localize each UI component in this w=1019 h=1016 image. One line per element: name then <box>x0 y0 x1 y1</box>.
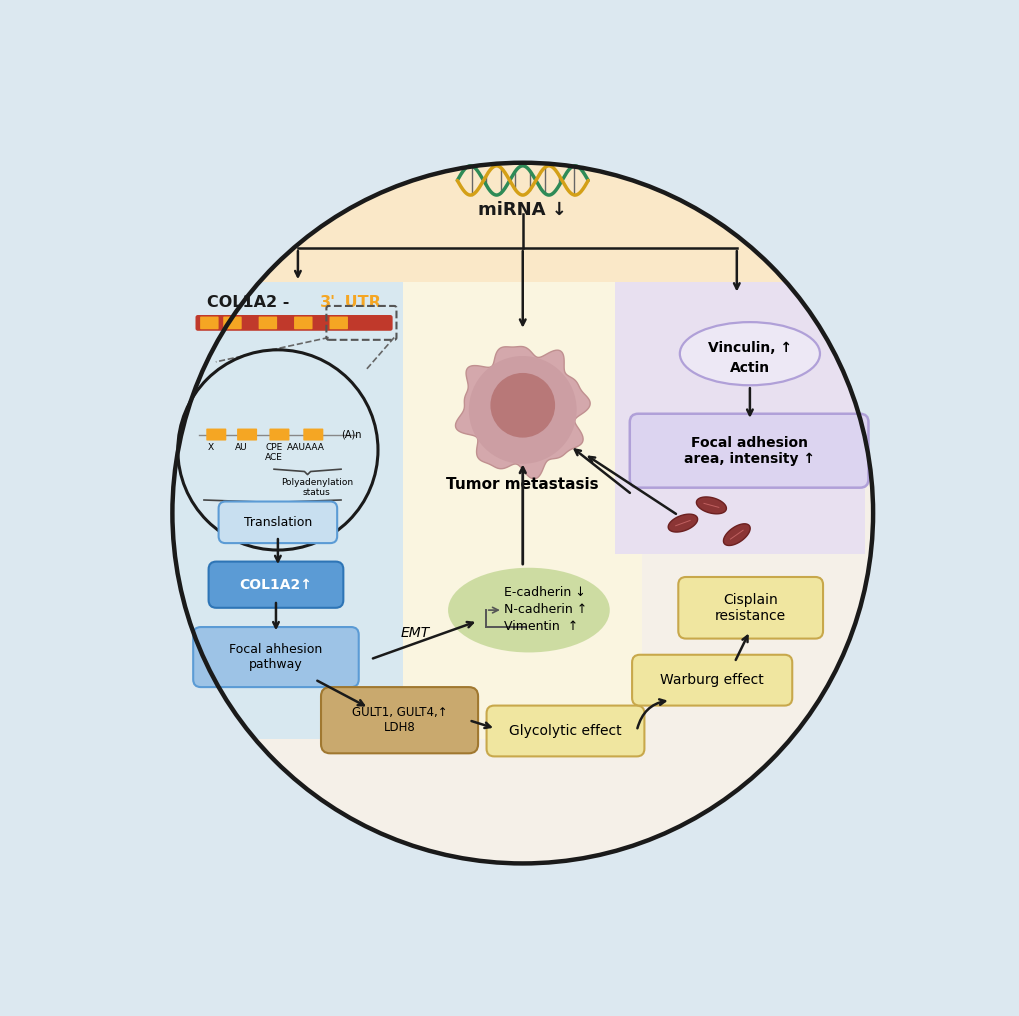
FancyBboxPatch shape <box>209 562 343 608</box>
Circle shape <box>469 356 576 463</box>
FancyBboxPatch shape <box>259 317 277 329</box>
Ellipse shape <box>447 568 609 652</box>
Text: Translation: Translation <box>244 516 312 528</box>
Text: 3': 3' <box>320 295 336 310</box>
FancyBboxPatch shape <box>236 429 257 441</box>
Text: Glycolytic effect: Glycolytic effect <box>508 724 622 738</box>
Bar <box>614 282 864 554</box>
Text: N-cadherin ↑: N-cadherin ↑ <box>503 602 586 616</box>
Polygon shape <box>455 346 590 479</box>
Text: COL1A2 -: COL1A2 - <box>207 295 294 310</box>
Text: E-cadherin ↓: E-cadherin ↓ <box>503 586 585 598</box>
Text: GULT1, GULT4,↑
LDH8: GULT1, GULT4,↑ LDH8 <box>352 706 447 735</box>
Text: Vimentin  ↑: Vimentin ↑ <box>503 620 577 633</box>
FancyBboxPatch shape <box>196 315 392 331</box>
Text: Focal adhesion
area, intensity ↑: Focal adhesion area, intensity ↑ <box>683 436 814 465</box>
Text: Polyadenylation
status: Polyadenylation status <box>280 478 353 497</box>
Text: miRNA ↓: miRNA ↓ <box>478 201 567 218</box>
Text: CPE
ACE: CPE ACE <box>265 443 282 462</box>
Bar <box>403 282 642 739</box>
Ellipse shape <box>680 322 819 385</box>
Circle shape <box>177 350 378 550</box>
Circle shape <box>490 373 554 438</box>
Text: COL1A2↑: COL1A2↑ <box>239 578 312 591</box>
FancyBboxPatch shape <box>206 429 226 441</box>
FancyBboxPatch shape <box>293 317 312 329</box>
Text: X: X <box>208 443 214 452</box>
Bar <box>176 163 868 282</box>
FancyBboxPatch shape <box>200 317 218 329</box>
FancyBboxPatch shape <box>629 414 867 488</box>
Text: (A)n: (A)n <box>340 430 361 440</box>
Text: AU: AU <box>234 443 247 452</box>
Text: AAUAAA: AAUAAA <box>286 443 324 452</box>
Circle shape <box>172 163 872 864</box>
Text: Cisplain
resistance: Cisplain resistance <box>714 592 786 623</box>
FancyBboxPatch shape <box>223 317 242 329</box>
Text: Actin: Actin <box>730 362 769 375</box>
Text: Focal ahhesion
pathway: Focal ahhesion pathway <box>229 643 322 672</box>
FancyBboxPatch shape <box>193 627 359 687</box>
FancyBboxPatch shape <box>678 577 822 639</box>
Polygon shape <box>722 524 749 546</box>
Text: UTR: UTR <box>339 295 381 310</box>
FancyBboxPatch shape <box>632 654 792 705</box>
FancyBboxPatch shape <box>303 429 323 441</box>
Polygon shape <box>696 497 726 514</box>
FancyBboxPatch shape <box>321 687 478 753</box>
FancyBboxPatch shape <box>486 705 644 756</box>
Bar <box>172 282 469 739</box>
Polygon shape <box>667 514 697 532</box>
FancyBboxPatch shape <box>329 317 347 329</box>
FancyBboxPatch shape <box>269 429 289 441</box>
Text: Vinculin, ↑: Vinculin, ↑ <box>707 341 791 356</box>
Text: EMT: EMT <box>399 626 429 640</box>
Text: Warburg effect: Warburg effect <box>659 674 763 687</box>
FancyBboxPatch shape <box>218 502 337 544</box>
Text: Tumor metastasis: Tumor metastasis <box>446 478 598 492</box>
